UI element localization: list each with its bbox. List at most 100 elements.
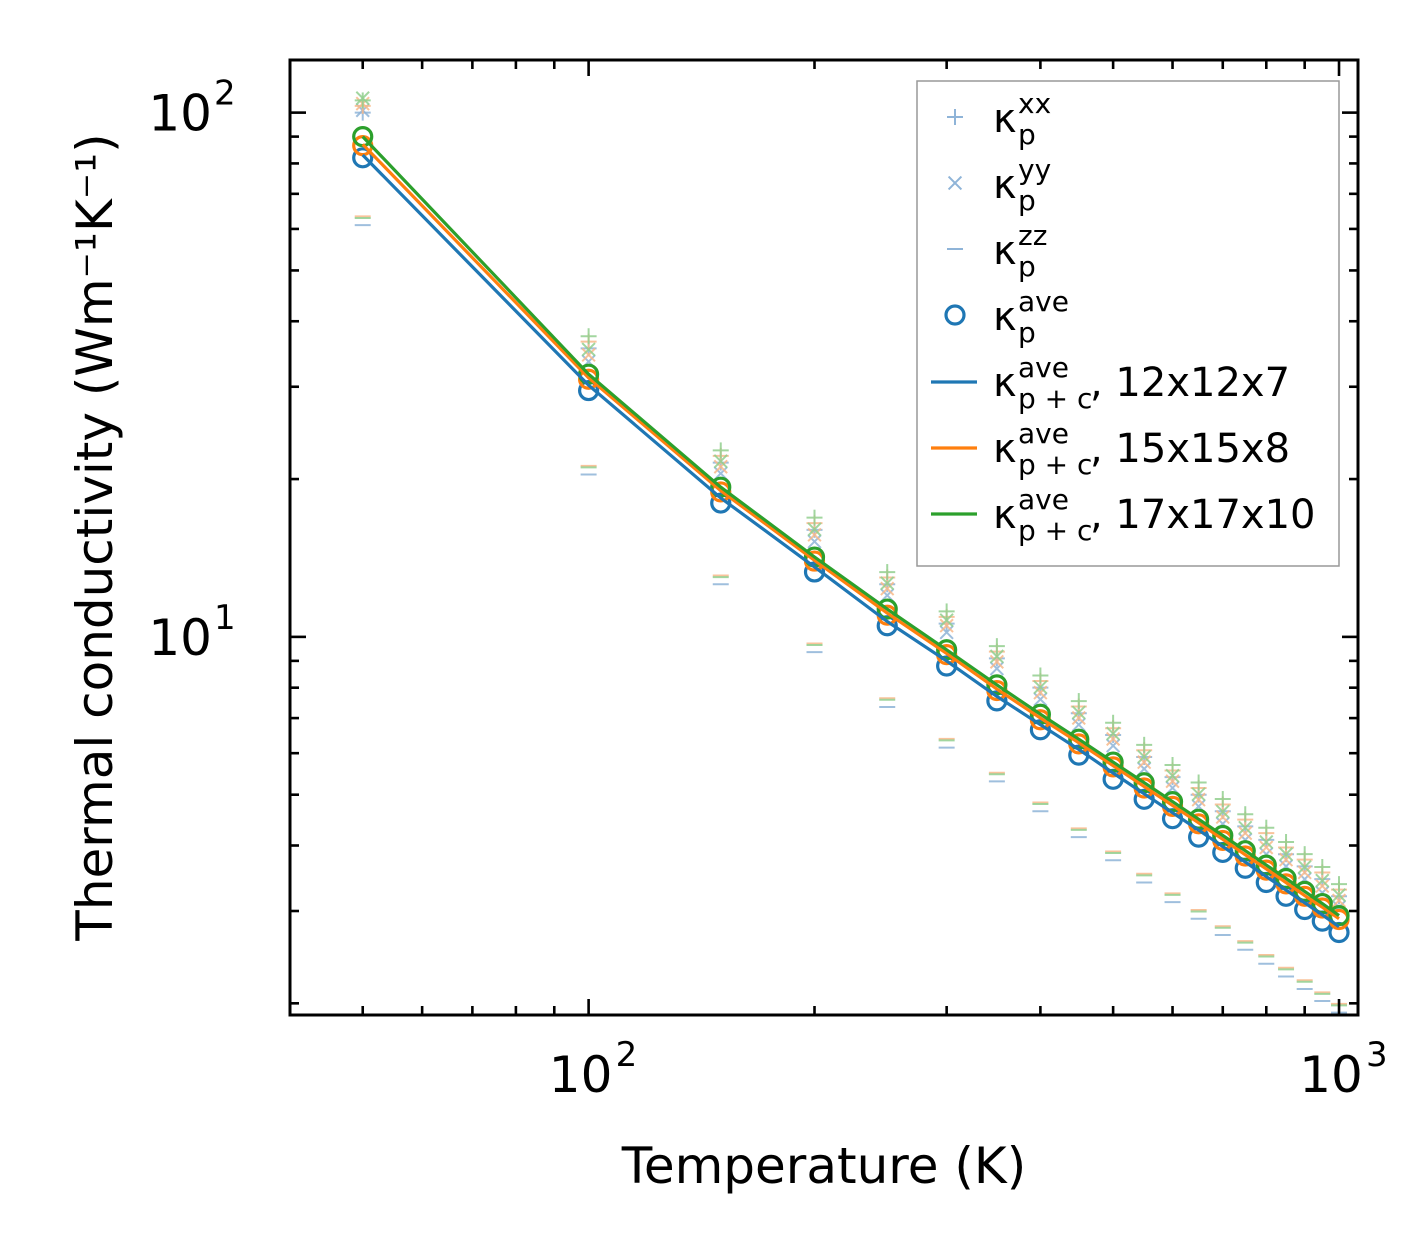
kyy-point-2-7	[1033, 680, 1048, 695]
kyy-point-1-9-b	[1106, 731, 1121, 747]
kave-circle-2-19	[1328, 905, 1350, 927]
kyy-point-1-18	[1315, 878, 1330, 894]
kyy-point-2-0-b	[355, 91, 370, 106]
kyy-point-2-6-b	[989, 649, 1004, 664]
kyy-point-1-8	[1071, 710, 1086, 726]
kave-circle-2-5	[936, 639, 958, 661]
kyy-point-0-3	[807, 534, 822, 549]
kyy-point-2-5-b	[939, 613, 954, 628]
kave-circle-2-13-c	[1212, 824, 1234, 847]
kyy-point-1-7-b	[1033, 685, 1048, 700]
kyy-point-2-14-b	[1238, 820, 1253, 835]
kxx-point-2-13	[1214, 791, 1231, 808]
kyy-point-0-5-b	[939, 625, 954, 640]
kyy-point-1-12-b	[1191, 792, 1206, 807]
kyy-point-1-19	[1331, 893, 1347, 908]
legend-sub-kyy: p	[1018, 184, 1036, 217]
kave-circle-2-18	[1311, 892, 1333, 915]
kyy-point-1-17	[1297, 865, 1312, 880]
kyy-point-1-3	[807, 527, 822, 542]
kyy-point-1-15-b	[1259, 840, 1274, 855]
kyy-point-2-5	[939, 613, 954, 628]
legend-sub-kpc_12: p + c	[1018, 382, 1092, 415]
kyy-point-1-16-b	[1278, 852, 1294, 867]
kave-circle-2-5-c	[936, 639, 958, 661]
plot-frame	[288, 58, 1360, 1017]
kyy-point-1-14-b	[1238, 826, 1253, 841]
kyy-point-2-15	[1259, 834, 1274, 850]
kyy-point-2-1	[581, 342, 596, 357]
kyy-point-1-7	[1033, 685, 1048, 700]
kyy-point-2-11-b	[1165, 768, 1180, 783]
legend-kappa: κ	[993, 492, 1017, 538]
kxx-point-2-19	[1331, 876, 1348, 893]
legend-sup-kpc_15: ave	[1018, 417, 1069, 450]
kyy-point-1-14	[1238, 826, 1253, 841]
kyy-point-1-18-b	[1315, 878, 1330, 894]
kave-circle-2-11	[1161, 791, 1184, 813]
kave-circle-2-13	[1212, 824, 1234, 847]
kave-circle-2-10-c	[1133, 772, 1155, 794]
legend-sup-kpc_17: ave	[1018, 483, 1069, 516]
legend-marker-kyy-b	[947, 175, 963, 191]
kyy-point-2-8	[1071, 705, 1086, 720]
plot-marks	[352, 91, 1350, 1014]
kxx-point-2-15	[1258, 819, 1275, 836]
legend-marker-kxx	[947, 109, 963, 125]
kyy-point-1-9	[1106, 731, 1121, 747]
kyy-point-1-4	[880, 581, 895, 596]
kyy-point-2-4-b	[880, 576, 895, 591]
kxx-point-2-12	[1190, 774, 1207, 791]
legend-kappa: κ	[993, 294, 1017, 340]
kyy-point-1-5-b	[939, 618, 954, 633]
y-tick-label-exp-1: 2	[214, 74, 236, 114]
kxx-point-2-6	[988, 638, 1005, 655]
kyy-point-2-12-b	[1191, 787, 1206, 802]
legend-label-kpc_12: κ	[993, 360, 1017, 406]
legend-box	[916, 80, 1340, 567]
kyy-point-0-5	[939, 625, 954, 640]
kyy-point-2-10-b	[1137, 749, 1152, 764]
kyy-point-2-18	[1315, 873, 1330, 888]
kyy-point-2-17	[1297, 859, 1312, 875]
kxx-point-2-3	[806, 509, 823, 526]
kxx-point-2-18	[1314, 858, 1331, 875]
kave-circle-2-10	[1133, 772, 1155, 794]
kyy-point-2-1-b	[581, 342, 596, 357]
kave-circle-2-14	[1234, 840, 1256, 862]
kxx-point-2-8	[1070, 693, 1087, 710]
legend-label-kxx: κ	[993, 96, 1017, 142]
kave-circle-2-4-c	[876, 598, 898, 620]
kyy-point-2-2	[713, 454, 728, 469]
kxx-point-2-9	[1105, 714, 1122, 731]
kave-circle-0-1-c	[578, 379, 600, 402]
kyy-point-2-6	[989, 649, 1004, 664]
kyy-point-1-4-b	[880, 581, 895, 596]
kyy-point-2-9	[1106, 726, 1121, 741]
kyy-point-0-9	[1106, 738, 1121, 753]
kyy-point-2-13	[1215, 804, 1230, 819]
kyy-point-2-11	[1165, 768, 1180, 783]
kyy-point-1-6-b	[989, 654, 1004, 669]
kyy-point-2-13-b	[1215, 804, 1230, 819]
kxx-point-2-10	[1136, 736, 1153, 753]
legend-sub-kpc_17: p + c	[1018, 514, 1092, 547]
kave-circle-0-1	[578, 379, 600, 402]
kyy-point-2-2-b	[713, 454, 728, 469]
kxx-point-2-17	[1296, 846, 1313, 863]
kyy-point-1-3-b	[807, 527, 822, 542]
kxx-point-2-5	[938, 603, 955, 620]
kyy-point-2-3	[807, 522, 822, 537]
x-tick-label-0: 10	[549, 1046, 613, 1104]
kyy-point-0-7	[1033, 692, 1048, 707]
kyy-point-1-15	[1259, 840, 1274, 855]
x-tick-label-exp-0: 2	[616, 1035, 638, 1075]
legend-label-kyy: κ	[993, 162, 1017, 208]
legend-suffix-kpc_17: , 17x17x10	[1090, 492, 1315, 538]
kave-circle-2-16	[1275, 867, 1297, 890]
y-tick-label-exp-0: 1	[214, 598, 236, 638]
kyy-point-2-18-b	[1315, 873, 1330, 888]
legend-label-kave: κ	[993, 294, 1017, 340]
y-tick-label-0: 10	[148, 609, 212, 667]
